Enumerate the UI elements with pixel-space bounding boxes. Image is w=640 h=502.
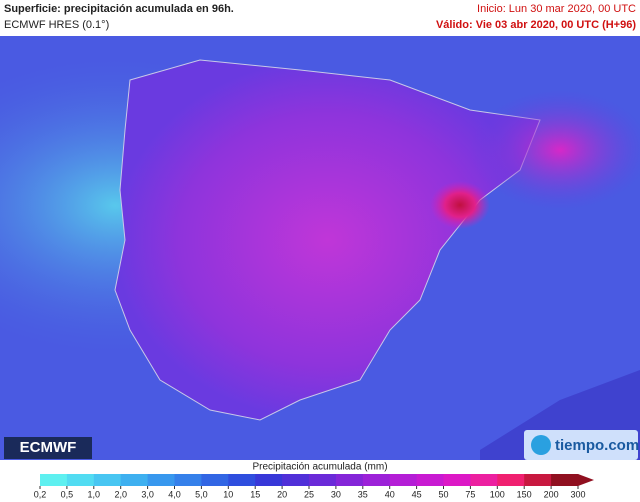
colorbar-tick-label: 45	[412, 489, 422, 499]
colorbar-tick-label: 300	[570, 489, 585, 499]
colorbar-segment	[389, 474, 418, 486]
colorbar-tick-label: 10	[223, 489, 233, 499]
title: Superficie: precipitación acumulada en 9…	[4, 3, 234, 15]
colorbar-segment	[66, 474, 95, 486]
colorbar-segment	[282, 474, 310, 486]
colorbar-segment	[174, 474, 202, 486]
colorbar-segment	[40, 474, 68, 486]
colorbar-segment	[335, 474, 364, 486]
colorbar-segment	[416, 474, 444, 486]
colorbar-segment	[228, 474, 256, 486]
legend-title: Precipitación acumulada (mm)	[252, 462, 387, 473]
tiempo-logo-icon	[531, 435, 551, 455]
tiempo-logo-text: tiempo.com	[555, 437, 639, 454]
colorbar-tick-label: 20	[277, 489, 287, 499]
colorbar-segment	[120, 474, 149, 486]
colorbar-tick-label: 50	[438, 489, 448, 499]
colorbar-tick-label: 25	[304, 489, 314, 499]
colorbar-tick-label: 0,2	[34, 489, 47, 499]
colorbar-segment	[147, 474, 175, 486]
colorbar: 0,2 0,5 1,0 2,0 3,0 4,0 5,0 10 15 20 25 30 35 40 45 50 7…	[34, 474, 594, 499]
colorbar-segment	[201, 474, 229, 486]
colorbar-segment	[362, 474, 391, 486]
colorbar-segment	[443, 474, 471, 486]
colorbar-tick-label: 35	[358, 489, 368, 499]
colorbar-arrow	[578, 474, 594, 486]
colorbar-segment	[93, 474, 122, 486]
colorbar-segment	[309, 474, 337, 486]
ecmwf-logo	[4, 437, 92, 459]
colorbar-tick-label: 4,0	[168, 489, 181, 499]
tiempo-logo	[524, 430, 638, 460]
colorbar-tick-label: 30	[331, 489, 341, 499]
colorbar-segment	[551, 474, 579, 486]
model: ECMWF HRES (0.1°)	[4, 19, 109, 31]
map: ECMWF tiempo.com	[0, 36, 640, 460]
init-time: Inicio: Lun 30 mar 2020, 00 UTC	[477, 3, 636, 15]
colorbar-segment	[524, 474, 552, 486]
colorbar-tick-label: 5,0	[195, 489, 208, 499]
france-precip	[470, 90, 640, 210]
colorbar-tick-label: 15	[250, 489, 260, 499]
ecmwf-logo-text: ECMWF	[20, 439, 77, 456]
valid-time: Válido: Vie 03 abr 2020, 00 UTC (H+96)	[436, 19, 636, 31]
iberia	[114, 59, 541, 421]
colorbar-tick-label: 40	[385, 489, 395, 499]
colorbar-segment	[255, 474, 283, 486]
colorbar-segment	[470, 474, 498, 486]
colorbar-tick-label: 200	[544, 489, 559, 499]
colorbar-tick-label: 75	[465, 489, 475, 499]
precip-max	[430, 181, 490, 229]
colorbar-tick-label: 2,0	[114, 489, 127, 499]
colorbar-tick-label: 100	[490, 489, 505, 499]
colorbar-tick-label: 0,5	[61, 489, 74, 499]
colorbar-tick-label: 1,0	[88, 489, 101, 499]
colorbar-segment	[497, 474, 525, 486]
colorbar-tick-label: 3,0	[141, 489, 154, 499]
colorbar-tick-label: 150	[517, 489, 532, 499]
